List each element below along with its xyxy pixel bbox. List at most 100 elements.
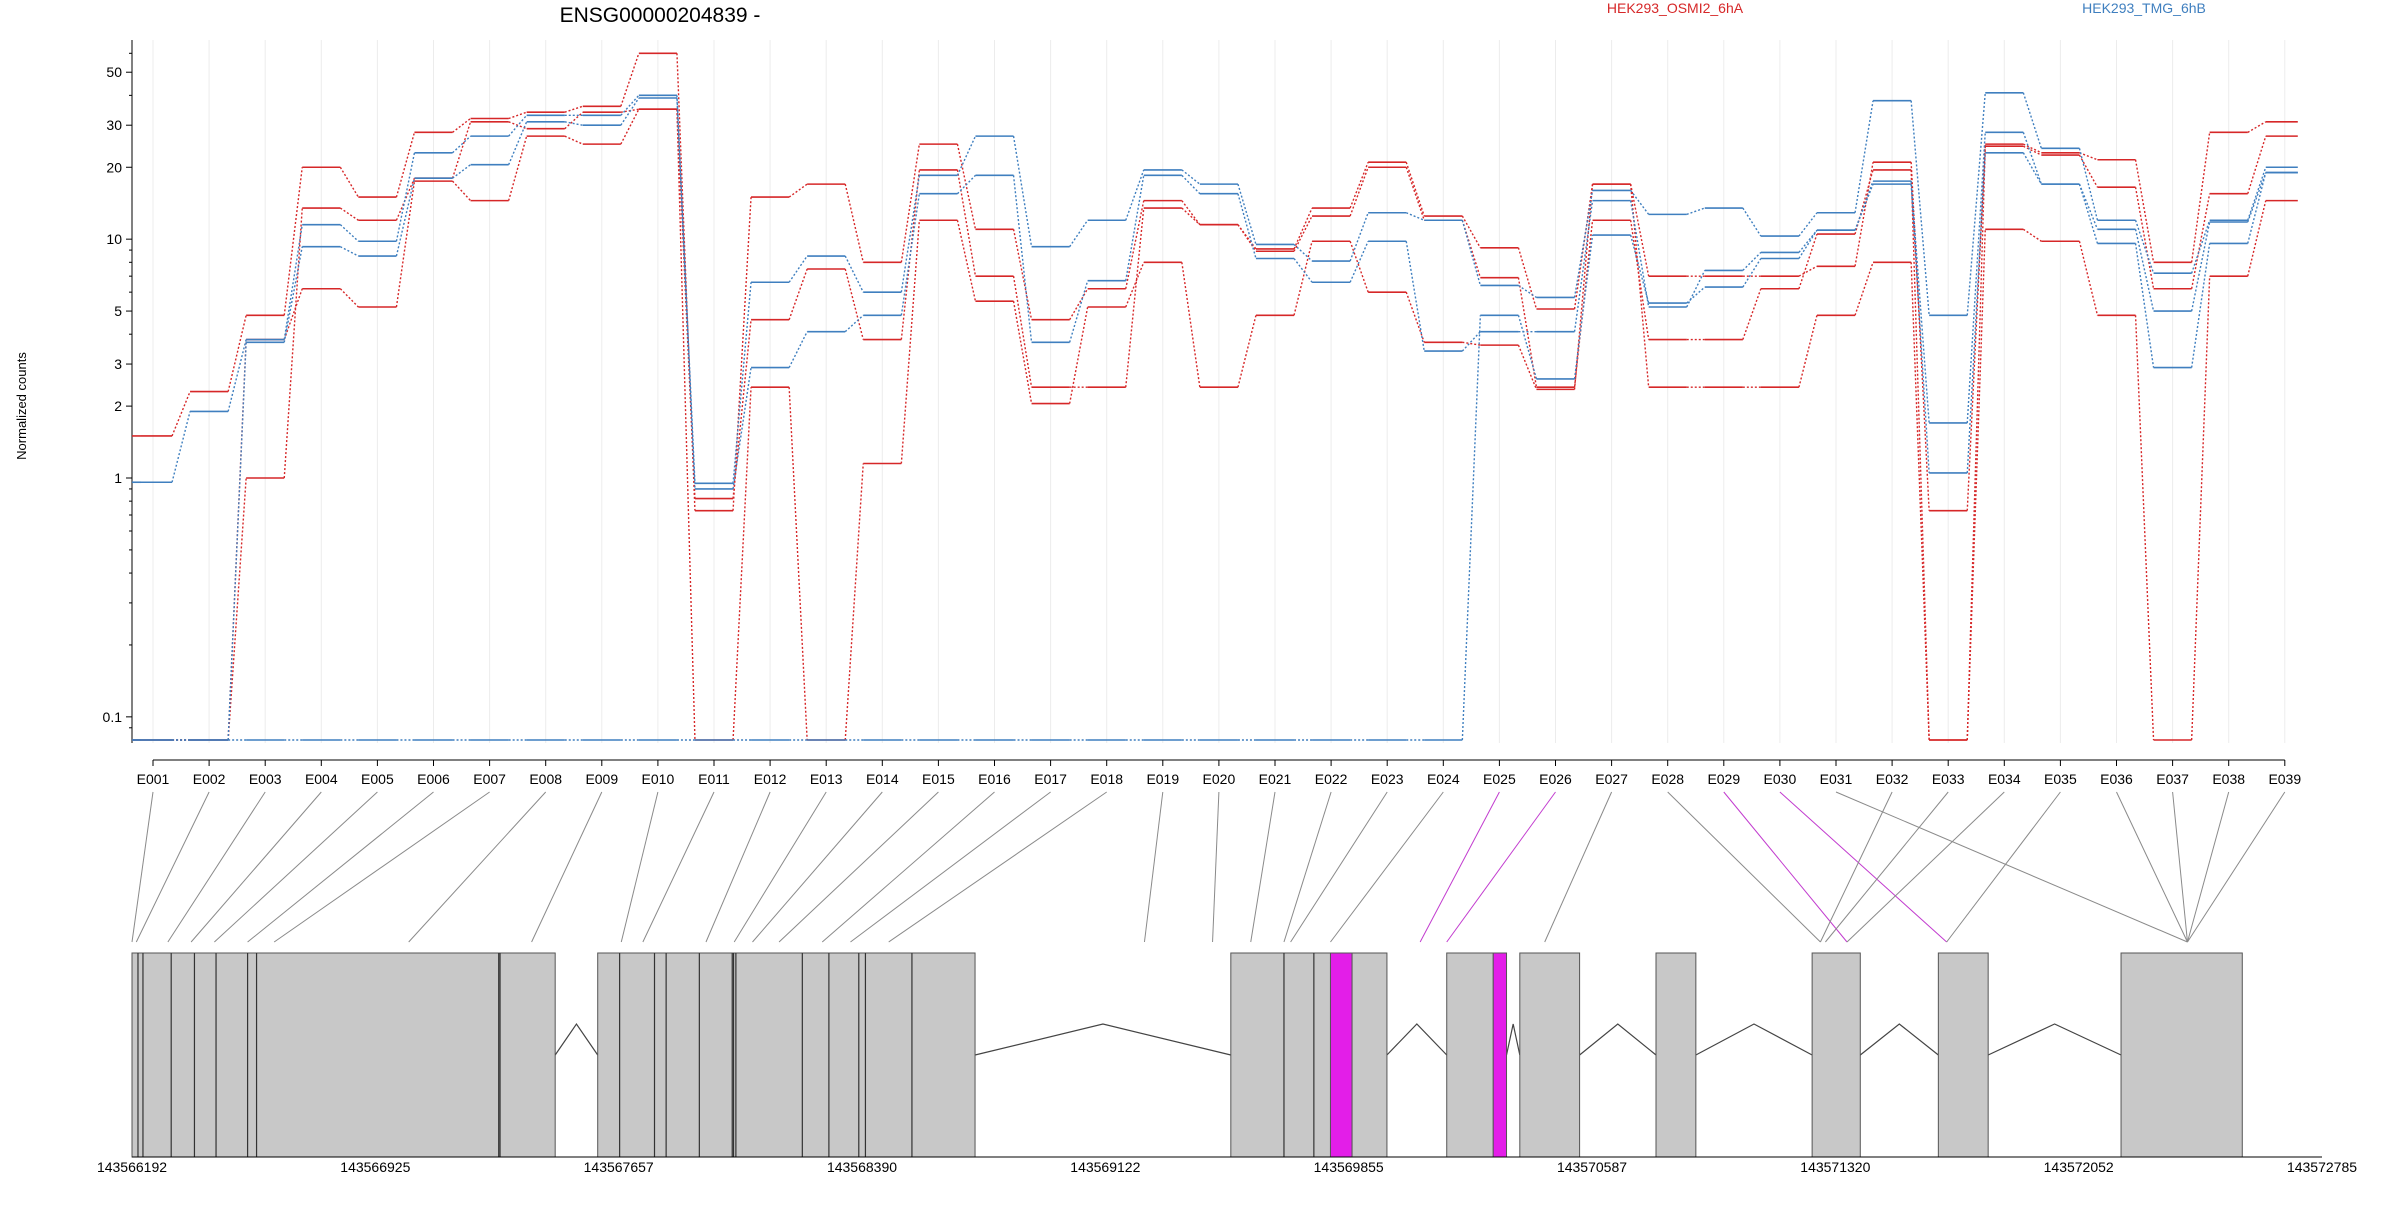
- series-transition: [395, 181, 416, 308]
- series-transition: [2247, 200, 2267, 277]
- series-transition: [1742, 288, 1762, 340]
- x-tick-label: E003: [249, 771, 282, 787]
- series-transition: [1012, 301, 1033, 404]
- series-transition: [1181, 207, 1201, 226]
- series-transition: [452, 180, 472, 202]
- x-tick-label: E008: [529, 771, 562, 787]
- series-transition: [1910, 262, 1930, 741]
- x-tick-label: E006: [417, 771, 450, 787]
- series-transition: [2078, 183, 2099, 244]
- series-transition: [1742, 251, 1762, 271]
- series-transition: [1068, 306, 1089, 404]
- series-transition: [1237, 193, 1257, 259]
- x-tick-label: E020: [1203, 771, 1236, 787]
- x-tick-label: E033: [1932, 771, 1965, 787]
- series-transition: [2078, 148, 2099, 221]
- series-transition: [2134, 220, 2155, 274]
- x-tick-label: E022: [1315, 771, 1348, 787]
- series-transition: [564, 105, 583, 113]
- vertical-grid: [152, 40, 2286, 743]
- series-transition: [844, 268, 864, 340]
- series-transition: [956, 169, 977, 277]
- series-transition: [283, 207, 303, 479]
- series-transition: [227, 339, 247, 412]
- series-transition: [1798, 265, 1818, 277]
- exon-connector: [821, 791, 995, 943]
- series-transition: [732, 282, 752, 484]
- series-transition: [1461, 331, 1481, 352]
- series-red-1: [132, 52, 2298, 512]
- series-transition: [508, 111, 527, 120]
- genomic-coordinate-label: 143566925: [340, 1159, 410, 1175]
- series-transition: [844, 183, 864, 263]
- series-transition: [1069, 219, 1089, 248]
- exon-connector: [167, 791, 266, 943]
- exon-connector: [620, 791, 659, 943]
- series-transition: [2134, 159, 2155, 263]
- axes: 0.1 1 2 3 5 10 20 30 50 E001 E002 E003 E004 E005 E006 E…: [103, 40, 2301, 787]
- exon-block: [1446, 952, 1494, 1158]
- series-transition: [1293, 243, 1313, 262]
- intron-line: [1505, 1023, 1521, 1056]
- series-transition: [1405, 161, 1425, 217]
- series-transition: [1742, 258, 1762, 288]
- x-tick-label: E007: [473, 771, 506, 787]
- x-tick-label: E034: [1988, 771, 2021, 787]
- genomic-coordinate-label: 143566192: [97, 1159, 167, 1175]
- legend-label-osmi2: HEK293_OSMI2_6hA: [1607, 0, 1744, 16]
- exon-connector: [1825, 791, 1949, 943]
- exon-block: [1811, 952, 1861, 1158]
- series-transition: [564, 135, 584, 145]
- series-transition: [2022, 92, 2043, 149]
- x-tick-label: E017: [1034, 771, 1067, 787]
- y-tick-label: 1: [114, 470, 122, 486]
- x-tick-label: E036: [2100, 771, 2133, 787]
- series-transition: [788, 387, 808, 741]
- x-tick-label: E025: [1483, 771, 1516, 787]
- genomic-coordinate-label: 143572785: [2287, 1159, 2357, 1175]
- exon-connector: [705, 791, 771, 943]
- series-transition: [620, 53, 640, 107]
- series-blue-6: [132, 151, 2298, 741]
- exon-block: [1655, 952, 1697, 1158]
- series-transition: [227, 477, 247, 741]
- exon-block: [1351, 952, 1388, 1158]
- series-transition: [1686, 286, 1706, 304]
- series-transition: [1966, 229, 1986, 741]
- series-transition: [564, 121, 583, 126]
- x-tick-label: E021: [1259, 771, 1292, 787]
- series-transition: [1966, 146, 1986, 741]
- series-transition: [339, 288, 359, 308]
- series-transition: [2079, 152, 2098, 161]
- series-transition: [1461, 220, 1482, 286]
- series-transition: [1125, 207, 1145, 388]
- exon-block: [2120, 952, 2243, 1158]
- series-transition: [1798, 315, 1818, 388]
- series-transition: [900, 220, 921, 464]
- y-tick-label: 20: [106, 159, 122, 175]
- series-transition: [1854, 183, 1874, 231]
- series-transition: [1125, 169, 1145, 221]
- series-transition: [1349, 167, 1369, 217]
- exon-connector: [131, 791, 154, 943]
- series-transition: [1798, 229, 1818, 253]
- y-tick-label: 2: [114, 398, 122, 414]
- exon-connector: [273, 791, 490, 943]
- series-transition: [283, 224, 303, 340]
- exon-connector: [135, 791, 210, 943]
- x-tick-label: E018: [1090, 771, 1123, 787]
- series-transition: [1629, 183, 1650, 277]
- series-transition: [1012, 276, 1033, 388]
- series-transition: [1462, 341, 1481, 346]
- series-red-3: [132, 108, 2298, 741]
- intron-line: [1695, 1023, 1813, 1056]
- series-transition: [339, 207, 359, 221]
- exon-connector: [1946, 791, 2061, 943]
- series-transition: [676, 97, 696, 489]
- series-transition: [2247, 172, 2267, 244]
- exon-connector: [1835, 791, 2188, 943]
- series-transition: [1910, 184, 1930, 473]
- x-tick-label: E031: [1820, 771, 1853, 787]
- series-transition: [1517, 315, 1538, 380]
- series-transition: [1517, 247, 1538, 310]
